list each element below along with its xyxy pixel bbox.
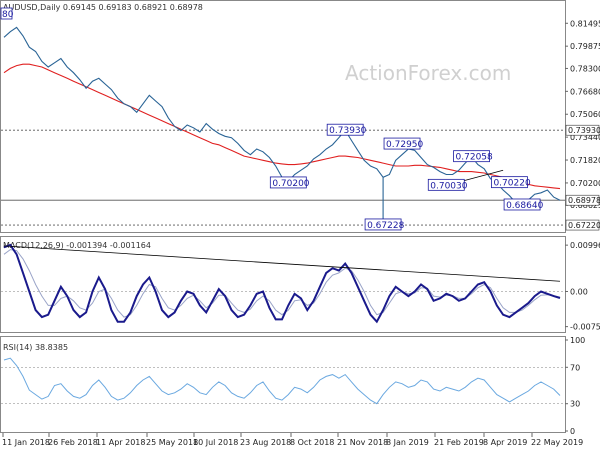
- x-tick-label: 8 Jan 2019: [386, 438, 429, 447]
- price-tick-label: 0.78300: [570, 64, 600, 73]
- level-label-box: [503, 198, 541, 211]
- corner-label-text: 80: [2, 10, 14, 20]
- level-label-box: [491, 176, 528, 189]
- moving-average-line: [3, 63, 561, 190]
- x-tick-label: 8 Oct 2018: [290, 438, 334, 447]
- price-tick-label: 0.73440: [570, 133, 600, 142]
- level-axis-label: 0.68978: [568, 196, 600, 205]
- level-label-text: 0.72950: [386, 140, 423, 150]
- macd-line: [3, 243, 561, 324]
- price-tick-label: 0.75060: [570, 110, 600, 119]
- price-tick-label: 0.76680: [570, 87, 600, 96]
- macd-trendline: [3, 245, 561, 282]
- macd-tick-label: -0.00756: [570, 323, 600, 332]
- x-tick-label: 21 Feb 2019: [434, 438, 484, 447]
- level-label-box: [383, 137, 421, 150]
- corner-label-box: [0, 7, 13, 20]
- macd-header: MACD(12,26,9) -0.001394 -0.001164: [3, 241, 151, 250]
- rsi-layer: 100 70 30 0: [1, 336, 585, 436]
- level-label-box: [269, 176, 307, 189]
- level-axis-box: [565, 124, 600, 136]
- x-tick-label: 21 Nov 2018: [337, 438, 388, 447]
- level-label-text: 0.70220: [493, 179, 530, 189]
- level-label-text: 0.72058: [456, 153, 493, 163]
- x-tick-label: 25 May 2018: [146, 438, 198, 447]
- price-panel-frame: [0, 0, 566, 233]
- rsi-tick-label: 100: [570, 336, 585, 345]
- rsi-header: RSI(14) 38.8385: [3, 343, 68, 352]
- level-label-box: [364, 218, 402, 231]
- macd-tick-label: 0.009964: [570, 241, 600, 250]
- level-label-box: [326, 123, 364, 136]
- price-tick-label: 0.79875: [570, 42, 600, 51]
- price-tick-label: 0.81495: [570, 19, 600, 28]
- price-tick-label: 0.70200: [570, 179, 600, 188]
- macd-layer: 0.009964 0.00 -0.00756: [1, 241, 600, 332]
- x-tick-label: 26 Feb 2018: [48, 438, 98, 447]
- level-axis-label: 0.67220: [568, 221, 600, 230]
- level-label-text: 0.70030: [430, 181, 467, 191]
- rsi-tick-label: 0: [570, 427, 575, 436]
- level-label-text: 0.70200: [272, 179, 309, 189]
- symbol-header: AUDUSD,Daily 0.69145 0.69183 0.68921 0.6…: [3, 3, 203, 12]
- macd-tick-label: 0.00: [570, 287, 588, 296]
- rsi-line: [3, 357, 561, 405]
- x-tick-label: 10 Jul 2018: [193, 438, 238, 447]
- x-tick-label: 23 Aug 2018: [240, 438, 291, 447]
- level-label-text: 0.68640: [506, 201, 543, 211]
- level-label-text: 0.73930: [329, 126, 366, 136]
- rsi-tick-label: 70: [570, 363, 580, 372]
- x-tick-label: 11 Jan 2018: [2, 438, 50, 447]
- level-label-box: [453, 150, 490, 163]
- macd-panel-frame: [0, 236, 566, 333]
- level-axis-label: 0.73930: [568, 126, 600, 135]
- x-tick-label: 22 May 2019: [531, 438, 583, 447]
- level-axis-box: [565, 194, 600, 206]
- level-label-box: [427, 178, 465, 191]
- rsi-tick-label: 30: [570, 400, 580, 409]
- level-label-text: 0.67228: [367, 221, 404, 231]
- level-axis-box: [565, 219, 600, 231]
- price-tick-label: 0.71820: [570, 156, 600, 165]
- watermark: ActionForex.com: [345, 61, 511, 85]
- rsi-panel-frame: [0, 336, 566, 433]
- x-tick-label: 11 Apr 2018: [96, 438, 145, 447]
- x-tick-label: 8 Apr 2019: [483, 438, 527, 447]
- price-layer: 0.81495 0.79875 0.78300 0.76680 0.75060 0.734…: [0, 7, 600, 231]
- price-tick-label: 0.68625: [570, 201, 600, 210]
